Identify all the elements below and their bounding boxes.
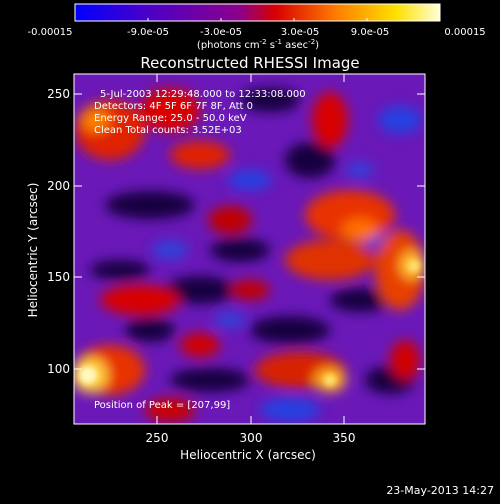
- axis-ticks: [74, 74, 425, 424]
- y-tick-label: 150: [47, 270, 70, 284]
- annotation-time-range: 5-Jul-2003 12:29:48.000 to 12:33:08.000: [100, 89, 306, 100]
- y-tick-label: 100: [47, 362, 70, 376]
- plot-title: Reconstructed RHESSI Image: [140, 54, 359, 72]
- y-tick-label: 250: [47, 87, 70, 101]
- colorbar-tick-label: -9.0e-05: [127, 27, 169, 38]
- plot-frame: [73, 73, 426, 425]
- colorbar-unit: (photons cm-2 s-1 asec-2): [197, 38, 319, 51]
- colorbar-tick-label: 0.00015: [444, 27, 485, 38]
- annotation-clean-counts: Clean Total counts: 3.52E+03: [94, 125, 242, 136]
- x-tick-label: 250: [146, 431, 169, 445]
- x-axis-label: Heliocentric X (arcsec): [180, 448, 316, 462]
- x-tick-label: 300: [240, 431, 263, 445]
- colorbar: [74, 3, 441, 22]
- rhessi-image: [74, 74, 425, 424]
- colorbar-tick-label: 9.0e-05: [351, 27, 389, 38]
- annotation-energy-range: Energy Range: 25.0 - 50.0 keV: [94, 113, 247, 124]
- colorbar-tick-label: -0.00015: [28, 27, 73, 38]
- colorbar-ticks: [74, 18, 441, 21]
- colorbar-tick-label: -3.0e-05: [200, 27, 242, 38]
- peak-position-label: Position of Peak = [207,99]: [94, 400, 230, 411]
- x-tick-label: 350: [333, 431, 356, 445]
- colorbar-tick-label: 3.0e-05: [281, 27, 319, 38]
- y-axis-label: Heliocentric Y (arcsec): [26, 183, 40, 318]
- y-tick-label: 200: [47, 179, 70, 193]
- footer-timestamp: 23-May-2013 14:27: [386, 484, 494, 497]
- annotation-detectors: Detectors: 4F 5F 6F 7F 8F, Att 0: [94, 101, 253, 112]
